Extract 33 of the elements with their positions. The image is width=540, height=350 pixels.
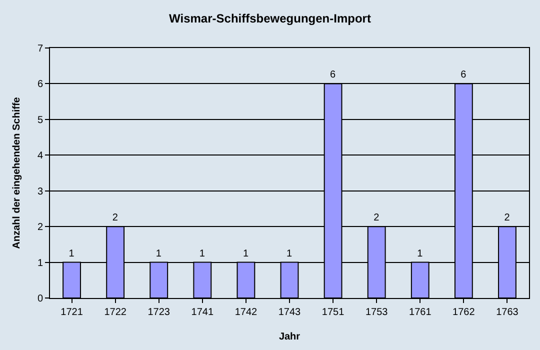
x-tick-label: 1762	[452, 307, 476, 318]
y-tick-label: 1	[37, 258, 44, 269]
y-tick-label: 6	[37, 79, 44, 90]
x-tick-label: 1722	[104, 307, 127, 318]
data-label: 1	[68, 248, 75, 260]
data-label: 1	[417, 248, 424, 260]
data-label: 6	[330, 70, 336, 81]
x-tick-label: 1753	[365, 307, 388, 318]
x-tick-label: 1742	[234, 307, 258, 318]
y-tick-label: 3	[37, 186, 44, 198]
x-tick-label: 1741	[191, 307, 214, 318]
data-label: 2	[374, 212, 380, 224]
y-tick-label: 4	[37, 150, 44, 162]
x-tick-label: 1761	[409, 307, 432, 318]
x-tick-label: 1721	[60, 307, 84, 318]
data-label: 2	[504, 212, 510, 224]
x-tick-label: 1763	[496, 307, 519, 318]
x-tick-label: 1723	[148, 307, 170, 318]
data-label: 1	[286, 248, 292, 260]
y-tick-label: 5	[37, 114, 44, 126]
x-axis-title: Jahr	[278, 332, 300, 342]
data-label: 2	[112, 212, 118, 224]
data-label: 1	[199, 248, 206, 260]
data-label: 1	[156, 248, 162, 260]
x-tick-label: 1751	[322, 307, 345, 318]
data-label: 1	[242, 248, 249, 260]
data-label: 6	[460, 70, 467, 81]
y-tick-label: 7	[37, 44, 44, 54]
y-axis-title: Anzahl der eingehenden Schiffe	[11, 96, 22, 249]
chart-title: Wismar-Schiffsbewegungen-Import	[169, 11, 371, 26]
y-tick-label: 2	[37, 222, 44, 234]
y-tick-label: 0	[37, 294, 44, 304]
x-tick-label: 1743	[278, 307, 302, 318]
